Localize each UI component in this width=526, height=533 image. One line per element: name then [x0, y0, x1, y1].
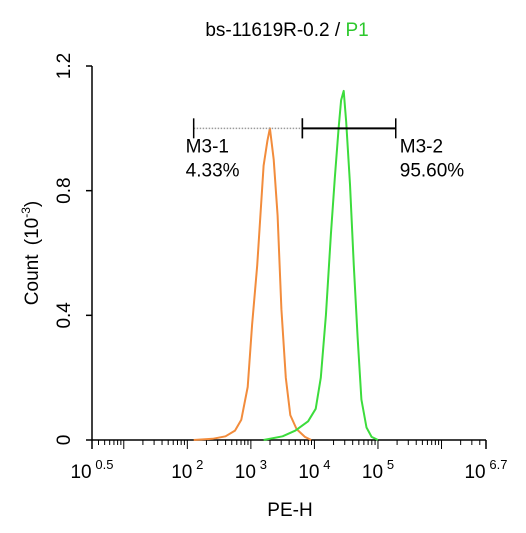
x-tick-label: 10 3	[235, 457, 267, 483]
x-tick-label: 10 2	[171, 457, 203, 483]
x-tick-exponent: 4	[323, 457, 330, 472]
x-tick-exponent: 2	[196, 457, 203, 472]
y-axis-label-unit-close: )	[22, 201, 43, 207]
x-tick-base: 10	[70, 462, 95, 483]
x-tick-base: 10	[235, 462, 260, 483]
x-axis-label: PE-H	[267, 500, 312, 521]
series-layer	[193, 89, 379, 441]
marker-1-label: M3-1	[186, 136, 229, 157]
chart-title-gate: P1	[345, 20, 368, 41]
y-tick-label: 1.2	[54, 53, 75, 79]
axes	[91, 66, 486, 441]
marker-2-label: M3-2	[400, 136, 443, 157]
x-tick-label: 10 0.5	[70, 457, 113, 483]
y-ticks: 0 0.4 0.8 1.2	[54, 53, 92, 446]
y-axis-label-text: Count	[22, 254, 43, 305]
x-tick-label: 10 5	[362, 457, 394, 483]
x-tick-base: 10	[298, 462, 323, 483]
x-tick-exponent: 6.7	[489, 457, 507, 472]
x-tick-base: 10	[171, 462, 196, 483]
x-tick-exponent: 5	[387, 457, 394, 472]
x-tick-base: 10	[464, 462, 489, 483]
marker-2-percent: 95.60%	[400, 160, 465, 181]
marker-1-percent: 4.33%	[186, 160, 240, 181]
y-axis-label-unit-base: (10	[22, 218, 43, 245]
y-tick-label: 0.4	[54, 302, 75, 329]
chart-title-prefix: bs-11619R-0.2 /	[205, 20, 345, 41]
histogram-line-green	[263, 89, 379, 441]
x-ticks: 10 0.5 10 2 10 3 10 4 10 5 10 6.7	[70, 457, 507, 483]
y-axis-label-unit-exp: -3	[19, 207, 33, 218]
marker-layer: M3-1 4.33% M3-2 95.60%	[186, 118, 465, 181]
chart-title: bs-11619R-0.2 / P1	[205, 20, 368, 41]
x-tick-exponent: 3	[260, 457, 267, 472]
y-tick-label: 0	[54, 435, 75, 446]
x-tick-base: 10	[362, 462, 387, 483]
x-tick-label: 10 6.7	[464, 457, 507, 483]
x-tick-label: 10 4	[298, 457, 330, 483]
x-tick-exponent: 0.5	[95, 457, 113, 472]
histogram-line-orange	[193, 127, 312, 441]
y-tick-label: 0.8	[54, 177, 75, 203]
y-axis-label: Count (10-3)	[19, 201, 43, 305]
x-minor-ticks	[91, 440, 487, 449]
